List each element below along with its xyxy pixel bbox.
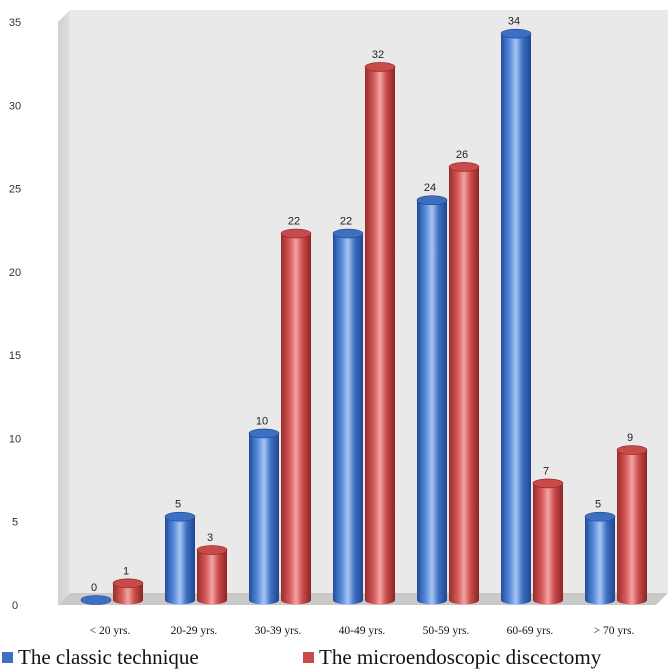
data-label: 22 bbox=[340, 216, 352, 228]
bar bbox=[532, 478, 564, 605]
bar bbox=[448, 162, 480, 605]
x-tick-label: > 70 yrs. bbox=[594, 625, 635, 637]
y-tick-label: 25 bbox=[9, 184, 21, 196]
bar bbox=[248, 428, 280, 605]
bar-body bbox=[165, 516, 195, 605]
bar-cap bbox=[196, 545, 228, 555]
bar-cap bbox=[616, 445, 648, 455]
bars bbox=[80, 28, 648, 605]
legend-item-microendoscopic: The microendoscopic discectomy bbox=[303, 646, 601, 669]
bar bbox=[332, 228, 364, 605]
bar-cap bbox=[280, 228, 312, 239]
bar bbox=[364, 62, 396, 605]
bar-body bbox=[197, 550, 227, 605]
x-tick-label: 30-39 yrs. bbox=[255, 625, 302, 637]
data-label: 7 bbox=[543, 465, 549, 477]
data-label: 5 bbox=[175, 499, 181, 511]
legend-item-classic: The classic technique bbox=[2, 646, 199, 669]
bar-body bbox=[113, 583, 143, 605]
bar-cap bbox=[584, 511, 616, 522]
bar-cap bbox=[448, 162, 480, 172]
bar-body bbox=[281, 233, 311, 605]
bar-body bbox=[249, 433, 279, 605]
bar-cap bbox=[364, 62, 396, 72]
data-label: 1 bbox=[123, 565, 129, 577]
data-label: 0 bbox=[91, 582, 97, 594]
bar-cap bbox=[248, 428, 280, 439]
legend: The classic technique The microendoscopi… bbox=[0, 646, 668, 669]
data-label: 3 bbox=[207, 532, 213, 544]
y-tick-label: 15 bbox=[9, 350, 21, 362]
bar-cap bbox=[500, 28, 532, 39]
data-label: 5 bbox=[595, 499, 601, 511]
bar-body bbox=[617, 450, 647, 605]
y-tick-label: 10 bbox=[9, 433, 21, 445]
x-tick-label: 40-49 yrs. bbox=[339, 625, 386, 637]
legend-swatch-blue bbox=[2, 652, 13, 663]
bar-cap bbox=[164, 511, 196, 522]
bar-cap bbox=[332, 228, 364, 239]
y-tick-label: 5 bbox=[12, 517, 18, 529]
x-tick-label: < 20 yrs. bbox=[90, 625, 131, 637]
y-tick-label: 20 bbox=[9, 267, 21, 279]
bar bbox=[112, 578, 144, 605]
data-label: 9 bbox=[627, 432, 633, 444]
bar-body bbox=[417, 200, 447, 605]
x-tick-label: 50-59 yrs. bbox=[423, 625, 470, 637]
legend-label-microendoscopic: The microendoscopic discectomy bbox=[319, 646, 602, 669]
bar bbox=[416, 195, 448, 605]
x-tick-label: 60-69 yrs. bbox=[507, 625, 554, 637]
data-label: 26 bbox=[456, 149, 468, 161]
legend-swatch-red bbox=[303, 652, 314, 663]
bar bbox=[280, 228, 312, 605]
data-labels: 0 1 5 3 10 22 22 32 24 26 34 7 5 9 bbox=[91, 16, 633, 594]
x-axis-categories: < 20 yrs. 20-29 yrs. 30-39 yrs. 40-49 yrs. 5… bbox=[90, 625, 635, 637]
bar-cap bbox=[416, 195, 448, 206]
bar bbox=[196, 545, 228, 605]
data-label: 34 bbox=[508, 16, 520, 28]
y-tick-label: 30 bbox=[9, 100, 21, 112]
bar-body bbox=[585, 516, 615, 605]
bar-cap bbox=[532, 478, 564, 489]
bar-body bbox=[365, 66, 395, 605]
data-label: 24 bbox=[424, 182, 436, 194]
x-tick-label: 20-29 yrs. bbox=[171, 625, 218, 637]
bar bbox=[80, 595, 112, 605]
data-label: 32 bbox=[372, 49, 384, 61]
bar bbox=[584, 511, 616, 605]
y-axis-ticks: 0 5 10 15 20 25 30 35 bbox=[9, 17, 21, 612]
y-tick-label: 0 bbox=[12, 600, 18, 612]
bar-body bbox=[533, 483, 563, 605]
bar bbox=[164, 511, 196, 605]
bar-cap bbox=[80, 595, 112, 605]
side-wall bbox=[58, 10, 70, 605]
bar bbox=[616, 445, 648, 605]
bar-cap bbox=[112, 578, 144, 589]
y-tick-label: 35 bbox=[9, 17, 21, 29]
bar-body bbox=[333, 233, 363, 605]
bar bbox=[500, 28, 532, 605]
legend-label-classic: The classic technique bbox=[18, 646, 199, 669]
data-label: 10 bbox=[256, 415, 268, 427]
data-label: 22 bbox=[288, 216, 300, 228]
bar-body bbox=[501, 33, 531, 605]
bar-body bbox=[449, 166, 479, 605]
